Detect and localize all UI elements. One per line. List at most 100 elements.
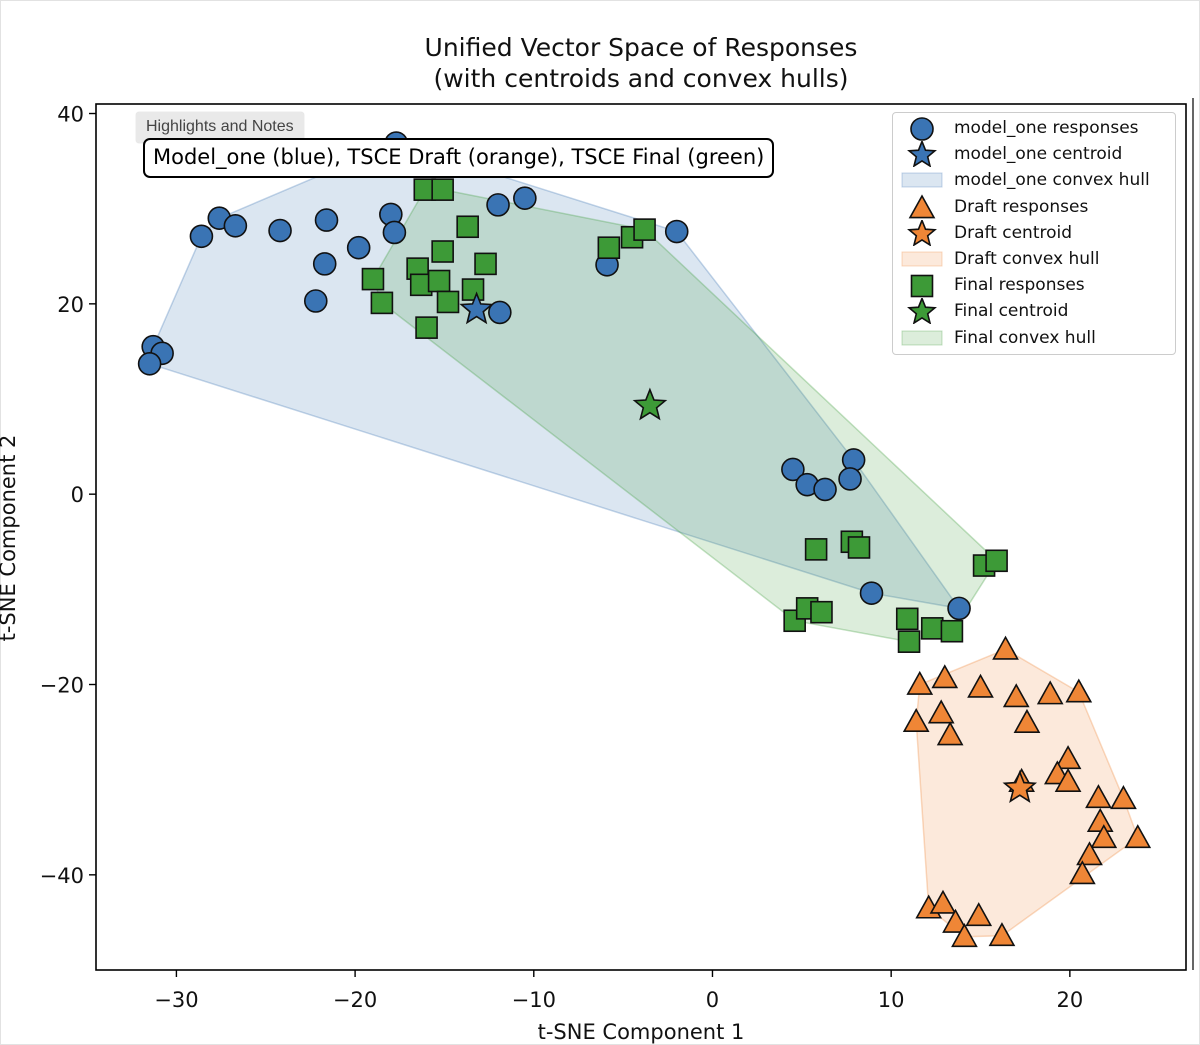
legend-item-model-one-centroid: model_one centroid [893,141,1175,168]
draft-responses-point [906,670,934,695]
final-responses-point [461,278,485,301]
final-responses-point [633,218,656,241]
draft-responses-point [902,707,930,733]
model-one-responses-point [137,351,162,376]
model-one-responses-point [813,477,837,502]
legend-label: Draft centroid [954,222,1073,243]
final-responses-point [895,607,919,631]
model-one-responses-point [486,193,510,217]
x-tick-label: −20 [333,988,377,1012]
legend-marker [901,172,943,188]
legend-label: Final convex hull [954,327,1096,348]
legend-label: Final centroid [954,301,1069,322]
model-one-responses-point [189,224,214,249]
draft-responses-point [936,721,964,746]
legend-label: model_one convex hull [954,170,1150,191]
draft-responses-point [1110,785,1137,810]
draft-responses-point [1085,784,1112,809]
legend-patch [901,172,943,188]
highlights-notes-chip[interactable]: Highlights and Notes [136,112,304,143]
y-tick-label: 40 [57,103,84,127]
final-responses-point [897,630,921,653]
legend-label: Final responses [954,275,1085,296]
draft-responses-point [929,889,957,914]
model-one-responses-point [223,214,248,238]
legend-item-draft-centroid: Draft centroid [893,219,1175,246]
model-one-responses-point [488,300,512,325]
draft-responses-point [1124,824,1152,849]
final-responses-point [436,290,460,314]
x-axis-label: t-SNE Component 1 [538,1020,745,1044]
model-one-responses-point [947,596,971,621]
y-axis-label: t-SNE Component 2 [0,435,20,642]
model-one-responses [137,131,971,621]
legend-item-final-responses: Final responses [893,272,1175,298]
legend-label: Draft convex hull [954,249,1100,269]
chart-title-line: Unified Vector Space of Responses [425,33,858,62]
legend-symbol [910,117,934,141]
draft-responses-point [1054,767,1082,792]
final-responses-point [415,316,438,339]
axes-frame [95,103,1187,971]
final-responses-point [847,536,871,559]
legend-item-final-centroid: Final centroid [893,298,1175,325]
draft-responses-point [1036,680,1064,705]
x-tick-label: −30 [154,988,198,1012]
y-tick-label: 0 [71,483,84,507]
legend-marker [907,298,937,325]
final-responses-point [597,236,621,259]
final-responses-point [985,549,1008,573]
y-tick-label: −20 [40,674,84,698]
model-one-responses-point [664,219,689,244]
final-responses-point [456,215,479,239]
legend-marker [901,330,943,346]
legend-item-model-one-responses: model_one responses [893,115,1175,141]
chart-title-line: (with centroids and convex hulls) [433,64,848,93]
y-tick-label: −40 [40,864,84,888]
model-one-responses-point [312,252,337,276]
x-tick-label: 0 [706,988,719,1012]
final-responses-point [431,240,454,263]
legend-symbol [907,219,937,246]
legend-label: model_one responses [954,118,1139,138]
model-one-responses-point [859,581,884,605]
draft-responses-point [1065,678,1093,703]
draft-responses-point [951,923,978,948]
legend-item-model-one-convex-hull: model_one convex hull [893,167,1175,193]
legend-patch [901,330,943,346]
legend-marker [910,274,934,298]
legend-item-draft-responses: Draft responses [893,193,1175,220]
draft-responses-point [1013,708,1041,733]
x-tick-label: 20 [1056,988,1083,1012]
legend-item-draft-convex-hull: Draft convex hull [893,246,1175,272]
legend-label: Draft responses [954,196,1089,217]
legend-item-final-convex-hull: Final convex hull [893,325,1175,351]
final-responses-point [920,617,944,640]
draft-responses-point [1002,683,1030,708]
legend-label: model_one centroid [954,144,1123,165]
model-one-centroid [459,291,494,325]
legend-marker [908,193,936,218]
final-responses-point [940,619,964,643]
final-responses [361,178,1008,653]
model-one-responses-point [268,218,292,243]
x-tick-label: 10 [878,988,905,1012]
draft-responses-point [965,902,993,927]
legend-marker [901,251,943,267]
draft-responses-point [988,922,1016,947]
model-one-convex-hull [148,142,961,610]
legend-symbol [907,141,937,168]
legend-symbol [908,193,936,218]
final-responses-point [810,600,833,624]
final-responses-point [361,267,385,291]
final-responses-point [427,269,451,293]
x-tick-label: −10 [512,988,556,1012]
model-one-responses-point [781,457,805,482]
draft-responses-point [931,664,959,689]
final-responses-point [370,291,394,315]
legend-patch [901,251,943,267]
annotation-box: Model_one (blue), TSCE Draft (orange), T… [143,138,775,178]
draft-responses-point [992,635,1019,660]
model-one-responses-point [346,235,371,260]
model-one-responses-point [314,208,339,232]
